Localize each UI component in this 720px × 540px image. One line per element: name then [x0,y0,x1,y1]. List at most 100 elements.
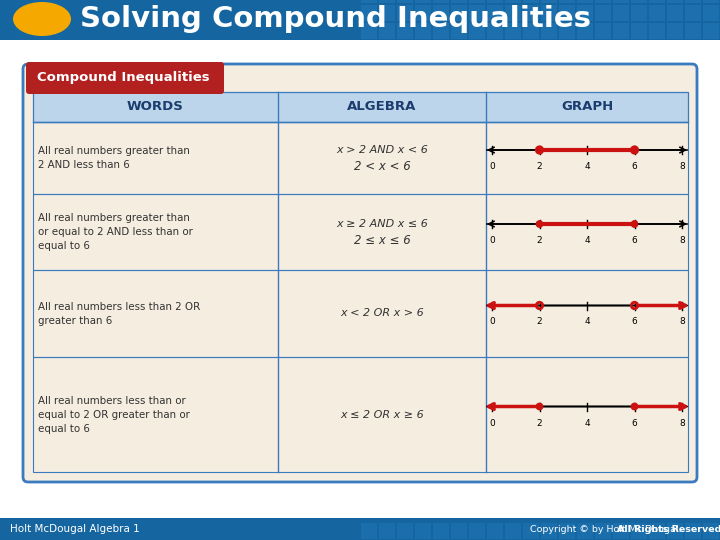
Bar [433,5,449,21]
Bar [577,0,593,3]
Bar [415,0,431,3]
Bar [487,523,503,539]
Bar [523,5,539,21]
FancyBboxPatch shape [0,40,720,518]
Bar [505,0,521,3]
Bar [595,0,611,3]
Bar [559,23,575,39]
Text: 2: 2 [536,162,542,171]
Bar [649,523,665,539]
FancyBboxPatch shape [0,518,720,540]
Bar [397,0,413,3]
Bar [487,0,503,3]
Text: All real numbers less than or
equal to 2 OR greater than or
equal to 6: All real numbers less than or equal to 2… [38,395,190,434]
Bar [433,523,449,539]
Bar [631,23,647,39]
Text: 0: 0 [489,418,495,428]
Bar [685,523,701,539]
Bar [487,5,503,21]
Text: 2 < x < 6: 2 < x < 6 [354,159,410,172]
Bar [667,23,683,39]
Text: 0: 0 [489,318,495,327]
Bar [559,5,575,21]
Bar [649,0,665,3]
Text: x > 2 AND x < 6: x > 2 AND x < 6 [336,145,428,155]
Text: 8: 8 [679,318,685,327]
Text: 8: 8 [679,162,685,171]
Bar [541,0,557,3]
Bar [703,5,719,21]
Text: 8: 8 [679,418,685,428]
Bar [703,523,719,539]
Text: 4: 4 [584,236,590,245]
FancyBboxPatch shape [33,92,688,122]
Circle shape [536,403,543,410]
Text: 6: 6 [631,236,637,245]
Bar [631,5,647,21]
Text: Holt McDougal Algebra 1: Holt McDougal Algebra 1 [10,524,140,534]
Bar [703,23,719,39]
Bar [415,523,431,539]
Bar [631,523,647,539]
Bar [667,5,683,21]
Bar [415,23,431,39]
Bar [577,23,593,39]
Circle shape [536,221,543,227]
Bar [487,23,503,39]
Bar [541,23,557,39]
Text: Solving Compound Inequalities: Solving Compound Inequalities [80,5,591,33]
Bar [523,23,539,39]
Text: 2 ≤ x ≤ 6: 2 ≤ x ≤ 6 [354,233,410,246]
Text: x ≥ 2 AND x ≤ 6: x ≥ 2 AND x ≤ 6 [336,219,428,229]
Text: All real numbers greater than
or equal to 2 AND less than or
equal to 6: All real numbers greater than or equal t… [38,213,193,251]
Bar [505,523,521,539]
Bar [361,523,377,539]
Circle shape [631,403,638,410]
Bar [379,523,395,539]
Bar [685,23,701,39]
Text: 6: 6 [631,418,637,428]
Bar [613,23,629,39]
FancyBboxPatch shape [26,62,224,94]
Text: GRAPH: GRAPH [561,100,613,113]
Bar [667,523,683,539]
Bar [469,23,485,39]
Bar [379,0,395,3]
Bar [523,0,539,3]
Bar [433,0,449,3]
Bar [505,23,521,39]
Bar [379,23,395,39]
Bar [685,0,701,3]
Text: 4: 4 [584,318,590,327]
Bar [397,23,413,39]
Bar [595,5,611,21]
Bar [649,23,665,39]
Bar [505,5,521,21]
Bar [451,23,467,39]
Text: 2: 2 [536,418,542,428]
Bar [685,5,701,21]
Bar [649,5,665,21]
Text: x ≤ 2 OR x ≥ 6: x ≤ 2 OR x ≥ 6 [340,409,424,420]
Bar [613,5,629,21]
Bar [595,23,611,39]
Bar [613,0,629,3]
Bar [541,5,557,21]
Bar [595,523,611,539]
Bar [703,0,719,3]
Bar [631,0,647,3]
Bar [433,23,449,39]
Bar [469,0,485,3]
Text: All real numbers greater than
2 AND less than 6: All real numbers greater than 2 AND less… [38,146,190,170]
Bar [469,5,485,21]
Text: Copyright © by Holt Mc Dougal.: Copyright © by Holt Mc Dougal. [530,524,682,534]
Text: 2: 2 [536,318,542,327]
Text: 6: 6 [631,318,637,327]
Text: x < 2 OR x > 6: x < 2 OR x > 6 [340,308,424,319]
Text: 8: 8 [679,236,685,245]
Text: 4: 4 [584,162,590,171]
Text: 4: 4 [584,418,590,428]
Bar [469,523,485,539]
Text: 2: 2 [536,236,542,245]
Text: 0: 0 [489,236,495,245]
